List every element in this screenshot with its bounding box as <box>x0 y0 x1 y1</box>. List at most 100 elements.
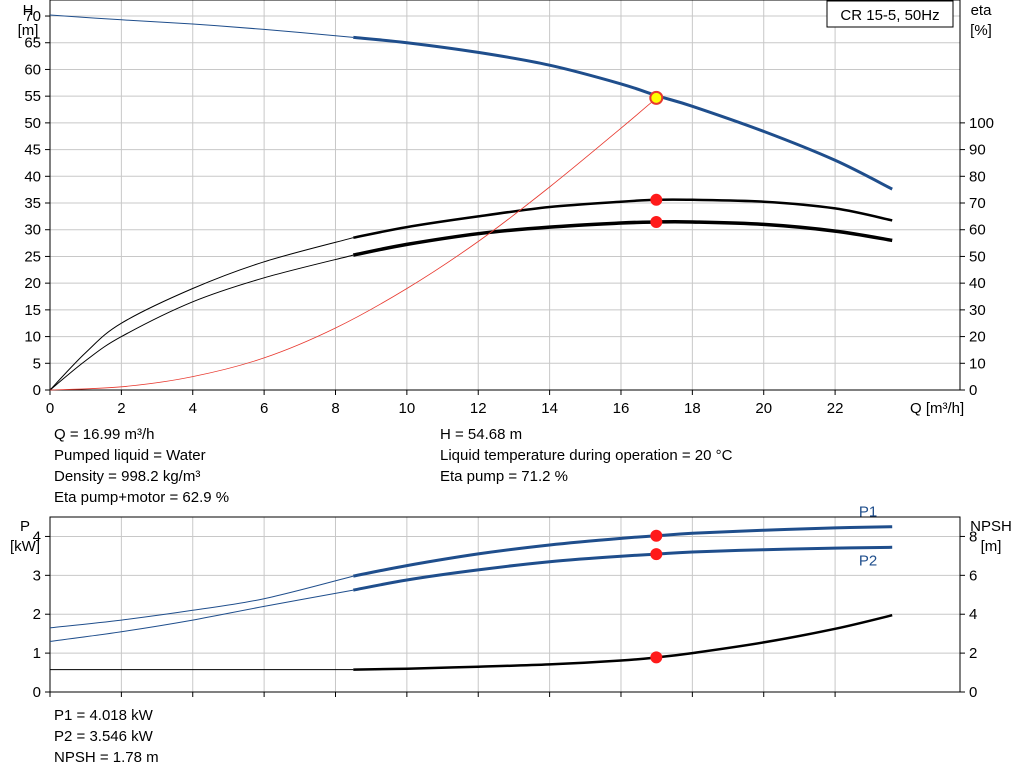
series-1 <box>49 198 893 391</box>
y-tick-label-left: 0 <box>33 382 41 399</box>
duty-point <box>650 548 663 561</box>
x-tick-label: 22 <box>827 400 844 417</box>
y-axis-unit-right: [%] <box>970 22 992 39</box>
y-tick-label-right: 8 <box>969 528 977 545</box>
y-tick-label-right: 60 <box>969 222 986 239</box>
series-line <box>353 613 893 671</box>
info-density: Density = 998.2 kg/m³ <box>54 468 201 485</box>
y-tick-label-left: 1 <box>33 645 41 662</box>
y-axis-label-left: H <box>23 2 34 19</box>
top-chart-title: CR 15-5, 50Hz <box>840 7 939 24</box>
y-tick-label-left: 4 <box>33 528 41 545</box>
duty-point <box>649 90 664 105</box>
x-tick-label: 20 <box>755 400 772 417</box>
y-axis-unit-left: [kW] <box>10 538 40 555</box>
plot-frame <box>49 0 961 391</box>
series-line <box>49 97 657 391</box>
x-tick-label: 8 <box>331 400 339 417</box>
y-axis-unit-left: [m] <box>18 22 39 39</box>
series-line <box>353 525 893 578</box>
y-tick-label-right: 90 <box>969 142 986 159</box>
info-eta-pump-motor: Eta pump+motor = 62.9 % <box>54 489 230 506</box>
series-line-thin <box>49 589 354 642</box>
series-p2: P2 <box>49 545 893 642</box>
duty-point <box>650 215 663 228</box>
y-tick-label-right: 0 <box>969 684 977 701</box>
y-tick-label-left: 0 <box>33 684 41 701</box>
series-p1: P1 <box>49 504 893 629</box>
y-tick-label-left: 40 <box>24 168 41 185</box>
y-tick-label-right: 40 <box>969 275 986 292</box>
series-line <box>353 35 893 191</box>
x-tick-label: 16 <box>613 400 630 417</box>
y-tick-label-left: 50 <box>24 115 41 132</box>
y-axis-label-right: NPSH <box>970 518 1012 535</box>
duty-point <box>650 651 663 664</box>
y-tick-label-left: 45 <box>24 142 41 159</box>
info-p2: P2 = 3.546 kW <box>54 728 153 745</box>
plot-frame <box>49 516 961 693</box>
info-flow: Q = 16.99 m³/h <box>54 426 155 443</box>
info-top-right: H = 54.68 m Liquid temperature during op… <box>440 424 732 487</box>
x-tick-label: 4 <box>189 400 197 417</box>
series-2 <box>50 613 893 671</box>
y-tick-label-right: 80 <box>969 168 986 185</box>
x-tick-label: 0 <box>46 400 54 417</box>
y-tick-label-left: 10 <box>24 329 41 346</box>
info-head: H = 54.68 m <box>440 426 523 443</box>
y-axis-label-right: eta <box>971 2 993 19</box>
x-axis-label: Q [m³/h] <box>910 400 964 417</box>
y-tick-label-left: 2 <box>33 606 41 623</box>
series-line-thin <box>49 254 354 391</box>
series-line <box>353 545 893 592</box>
power-npsh-chart: 0 1 2 3 4 0 2 4 6 8 P [kW] NPSH [m] P1 P2 <box>10 504 1012 701</box>
info-top-left: Q = 16.99 m³/h Pumped liquid = Water Den… <box>54 424 229 508</box>
y-tick-label-right: 50 <box>969 248 986 265</box>
y-tick-label-left: 30 <box>24 222 41 239</box>
x-tick-label: 14 <box>541 400 558 417</box>
y-tick-label-left: 65 <box>24 35 41 52</box>
y-tick-label-left: 5 <box>33 355 41 372</box>
series-line <box>352 220 893 257</box>
duty-point <box>650 529 663 542</box>
series-line-thin <box>49 237 354 391</box>
y-tick-label-right: 20 <box>969 329 986 346</box>
y-tick-label-right: 10 <box>969 355 986 372</box>
series-label-p1: P1 <box>859 504 877 521</box>
y-tick-label-right: 30 <box>969 302 986 319</box>
y-tick-label-left: 60 <box>24 61 41 78</box>
series-label-p2: P2 <box>859 552 877 569</box>
series-line-thin <box>49 14 354 38</box>
y-tick-label-left: 35 <box>24 195 41 212</box>
series-line-thin <box>49 575 354 629</box>
y-tick-label-right: 100 <box>969 115 994 132</box>
y-tick-label-right: 0 <box>969 382 977 399</box>
y-tick-label-left: 3 <box>33 567 41 584</box>
y-tick-label-right: 2 <box>969 645 977 662</box>
series-0 <box>49 14 893 191</box>
x-tick-label: 2 <box>117 400 125 417</box>
series-2 <box>49 220 893 391</box>
info-eta-pump: Eta pump = 71.2 % <box>440 468 568 485</box>
y-tick-label-right: 70 <box>969 195 986 212</box>
y-tick-label-right: 6 <box>969 567 977 584</box>
y-tick-label-left: 20 <box>24 275 41 292</box>
info-bottom: P1 = 4.018 kW P2 = 3.546 kW NPSH = 1.78 … <box>54 705 159 768</box>
y-tick-label-left: 55 <box>24 88 41 105</box>
info-liquid-temperature: Liquid temperature during operation = 20… <box>440 447 733 464</box>
info-p1: P1 = 4.018 kW <box>54 707 153 724</box>
y-tick-label-left: 70 <box>24 8 41 25</box>
series-3 <box>49 97 657 391</box>
y-axis-label-left: P <box>20 518 30 535</box>
info-npsh: NPSH = 1.78 m <box>54 749 159 766</box>
title-box <box>826 0 954 28</box>
y-axis-unit-right: [m] <box>981 538 1002 555</box>
x-tick-label: 18 <box>684 400 701 417</box>
y-tick-label-left: 15 <box>24 302 41 319</box>
x-tick-label: 10 <box>399 400 416 417</box>
duty-point <box>650 193 663 206</box>
x-tick-label: 6 <box>260 400 268 417</box>
head-efficiency-chart: 0510152025303540455055606570010203040506… <box>18 0 994 417</box>
info-pumped-liquid: Pumped liquid = Water <box>54 447 206 464</box>
